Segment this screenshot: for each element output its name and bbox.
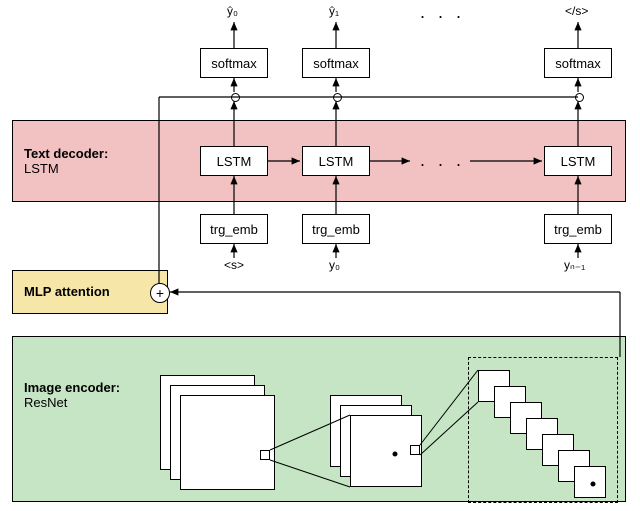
connector-layer bbox=[0, 0, 640, 511]
